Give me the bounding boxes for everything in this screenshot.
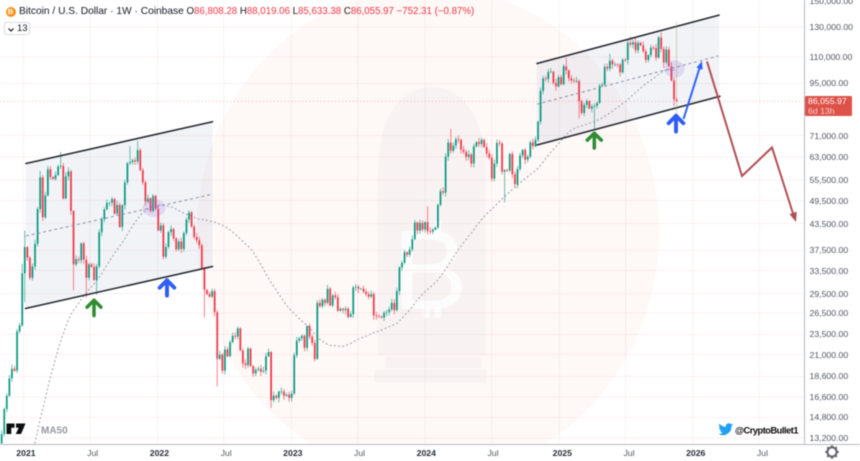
svg-text:MA50: MA50: [41, 426, 68, 437]
svg-text:@CryptoBullet1: @CryptoBullet1: [735, 426, 799, 436]
